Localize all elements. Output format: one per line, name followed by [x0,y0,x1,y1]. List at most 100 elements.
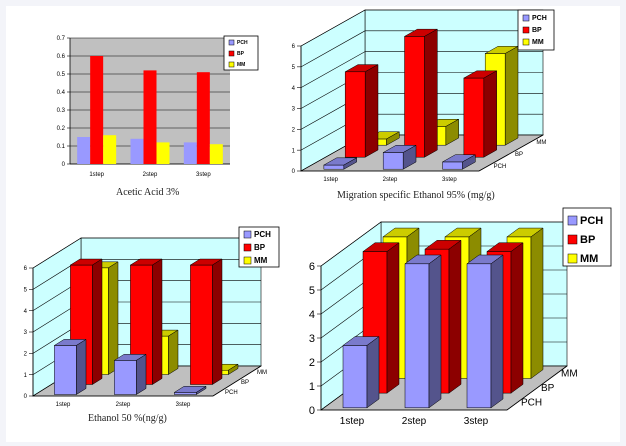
bar-side-mm-3step [228,363,239,375]
depth-axis [506,365,568,411]
y-tick-label: 3 [24,330,28,336]
x-tick-label: 1step [89,172,104,178]
bar-mm-3step [209,144,223,164]
depth-label-pch: PCH [521,398,542,409]
y-tick-label: 1 [309,381,315,393]
bar-front-pch-1step [342,345,368,409]
y-tick-label: 5 [24,287,28,293]
y-tick-label: 0 [309,405,315,417]
bar-bp-2step [143,70,157,164]
legend-swatch-pch [243,230,252,239]
depth-label-mm: MM [536,140,546,146]
bar-bp-3step [196,72,210,164]
y-tick-label: 3 [309,333,315,345]
bar-side-bp-3step [510,242,524,394]
bar-side-pch-2step [136,353,147,395]
y-tick-label: 0.2 [57,126,66,132]
y-tick-label: 0.6 [57,54,66,60]
caption-ethanol-50: Ethanol 50 %(ng/g) [88,413,167,424]
depth-label-mm: MM [257,370,267,376]
y-tick-label: 0.5 [57,72,66,78]
x-tick-label: 3step [442,177,457,183]
legend-label-pch: PCH [237,40,248,46]
legend-swatch-mm [522,38,530,46]
x-tick-label: 2step [383,177,398,183]
legend-swatch-mm [567,253,578,264]
legend-swatch-mm [243,256,252,265]
gridline [300,51,543,88]
y-tick-label: 0 [24,394,28,400]
legend-label-bp: BP [532,27,542,34]
y-tick-label: 4 [292,86,296,92]
y-tick-label: 4 [309,309,315,321]
y-tick-label: 6 [309,261,315,273]
legend-swatch-mm [228,61,235,68]
legend-label-pch: PCH [532,15,547,22]
bar-pch-2step [130,138,144,164]
bar-side-bp-1step [92,258,103,385]
bar-side-pch-3step [490,254,504,409]
legend-label-mm: MM [254,256,268,265]
y-tick-label: 6 [24,266,28,272]
depth-axis [212,365,262,397]
bar-bp-1step [90,56,104,164]
y-tick-label: 4 [24,309,28,315]
bar-side-bp-2step [152,258,163,385]
legend-swatch-pch [567,215,578,226]
x-tick-label: 2step [116,402,131,408]
depth-label-bp: BP [241,380,249,386]
depth-label-bp: BP [541,383,555,394]
bar-side-bp-1step [364,64,379,158]
y-tick-label: 5 [309,285,315,297]
y-tick-label: 0.3 [57,108,66,114]
bar-pch-3step [183,142,197,164]
x-tick-label: 2step [143,172,158,178]
bar-mm-1step [103,135,117,164]
gridline [300,30,543,68]
y-tick-label: 0 [292,169,296,175]
y-tick-label: 1 [24,373,28,379]
y-tick-label: 2 [292,127,296,133]
x-tick-label: 3step [196,172,211,178]
bar-side-bp-3step [483,70,497,158]
x-tick-label: 1step [56,402,71,408]
legend-swatch-bp [228,50,235,57]
bar-front-pch-3step [466,263,492,409]
legend-swatch-bp [522,26,530,34]
legend-label-pch: PCH [580,215,603,227]
depth-label-bp: BP [515,152,523,158]
bar-side-pch-2step [402,144,417,170]
legend-swatch-pch [228,39,235,46]
y-tick-label: 1 [292,148,296,154]
depth-label-pch: PCH [225,390,238,396]
bar-side-pch-3step [196,385,207,395]
bar-side-mm-3step [530,227,544,379]
y-tick-label: 5 [292,65,296,71]
caption-acetic-acid: Acetic Acid 3% [116,187,180,198]
bar-mm-2step [156,142,170,164]
x-tick-label: 3step [464,416,489,427]
gridline [300,9,543,47]
depth-axis [478,134,544,172]
legend-label-bp: BP [254,243,266,252]
legend-swatch-pch [522,14,530,22]
legend-label-pch: PCH [254,230,271,239]
y-tick-label: 2 [24,351,28,357]
y-tick-label: 6 [292,44,296,50]
bar-pch-1step [77,137,91,164]
x-tick-label: 2step [402,416,427,427]
bar-front-pch-2step [404,263,430,409]
x-tick-label: 1step [340,416,365,427]
legend-label-mm: MM [580,253,598,265]
bar-side-pch-1step [76,338,87,395]
caption-ethanol-95: Migration specific Ethanol 95% (mg/g) [337,190,495,201]
legend-label-mm: MM [237,62,245,68]
gridline [320,221,567,267]
legend-swatch-bp [567,234,578,245]
bar-side-bp-3step [212,258,223,385]
bar-side-mm-2step [445,118,459,146]
